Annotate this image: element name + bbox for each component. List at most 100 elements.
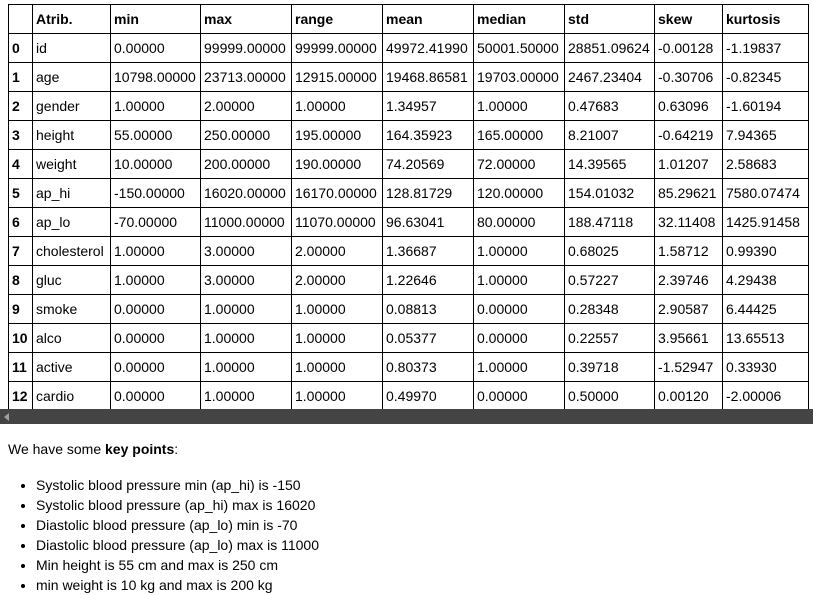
- cell-mean: 0.08813: [382, 294, 474, 324]
- cell-min: -150.00000: [110, 178, 201, 208]
- cell-std: 0.57227: [564, 265, 655, 295]
- cell-mean: 1.22646: [382, 265, 474, 295]
- cell-mean: 164.35923: [382, 120, 474, 150]
- column-header-mean: mean: [382, 4, 474, 34]
- cell-median: 120.00000: [473, 178, 565, 208]
- column-header-max: max: [200, 4, 292, 34]
- cell-min: 0.00000: [110, 352, 201, 382]
- cell-attribute: smoke: [32, 294, 111, 324]
- column-header-kurtosis: kurtosis: [722, 4, 809, 34]
- cell-median: 80.00000: [473, 207, 565, 237]
- cell-skew: 2.90587: [654, 294, 723, 324]
- cell-attribute: cholesterol: [32, 236, 111, 266]
- row-index: 11: [8, 352, 33, 382]
- cell-std: 0.47683: [564, 91, 655, 121]
- list-item: Diastolic blood pressure (ap_lo) min is …: [36, 515, 808, 535]
- cell-max: 3.00000: [200, 265, 292, 295]
- cell-median: 0.00000: [473, 381, 565, 411]
- horizontal-scrollbar[interactable]: [0, 409, 813, 424]
- cell-kurtosis: 13.65513: [722, 323, 809, 353]
- cell-std: 0.28348: [564, 294, 655, 324]
- cell-median: 165.00000: [473, 120, 565, 150]
- cell-min: -70.00000: [110, 207, 201, 237]
- cell-mean: 0.05377: [382, 323, 474, 353]
- cell-mean: 128.81729: [382, 178, 474, 208]
- cell-max: 11000.00000: [200, 207, 292, 237]
- cell-std: 2467.23404: [564, 62, 655, 92]
- cell-range: 1.00000: [291, 91, 383, 121]
- row-index: 1: [8, 62, 33, 92]
- cell-range: 1.00000: [291, 381, 383, 411]
- cell-range: 1.00000: [291, 294, 383, 324]
- cell-range: 190.00000: [291, 149, 383, 179]
- cell-kurtosis: 7.94365: [722, 120, 809, 150]
- cell-kurtosis: 6.44425: [722, 294, 809, 324]
- cell-skew: -0.00128: [654, 33, 723, 63]
- cell-std: 154.01032: [564, 178, 655, 208]
- table-row: 6 ap_lo -70.00000 11000.00000 11070.00000 96.…: [8, 207, 809, 237]
- table-row: 3 height 55.00000 250.00000 195.00000 164.359…: [8, 120, 809, 150]
- cell-kurtosis: 7580.07474: [722, 178, 809, 208]
- cell-attribute: age: [32, 62, 111, 92]
- table-row: 5 ap_hi -150.00000 16020.00000 16170.00000 12…: [8, 178, 809, 208]
- cell-attribute: ap_lo: [32, 207, 111, 237]
- cell-min: 1.00000: [110, 91, 201, 121]
- cell-mean: 0.49970: [382, 381, 474, 411]
- table-row: 9 smoke 0.00000 1.00000 1.00000 0.08813 0.0000…: [8, 294, 809, 324]
- cell-max: 1.00000: [200, 381, 292, 411]
- cell-kurtosis: -1.19837: [722, 33, 809, 63]
- list-item: Diastolic blood pressure (ap_lo) max is …: [36, 535, 808, 555]
- table-row: 7 cholesterol 1.00000 3.00000 2.00000 1.36687…: [8, 236, 809, 266]
- cell-max: 99999.00000: [200, 33, 292, 63]
- cell-median: 1.00000: [473, 352, 565, 382]
- list-item: min weight is 10 kg and max is 200 kg: [36, 575, 808, 595]
- cell-median: 1.00000: [473, 91, 565, 121]
- cell-std: 14.39565: [564, 149, 655, 179]
- cell-range: 1.00000: [291, 323, 383, 353]
- dataframe-output: Atrib. min max range mean median std ske…: [8, 4, 813, 411]
- cell-max: 16020.00000: [200, 178, 292, 208]
- cell-min: 1.00000: [110, 265, 201, 295]
- cell-mean: 0.80373: [382, 352, 474, 382]
- cell-std: 0.68025: [564, 236, 655, 266]
- cell-min: 0.00000: [110, 33, 201, 63]
- table-row: 10 alco 0.00000 1.00000 1.00000 0.05377 0.0000…: [8, 323, 809, 353]
- cell-skew: 32.11408: [654, 207, 723, 237]
- cell-attribute: gender: [32, 91, 111, 121]
- table-row: 4 weight 10.00000 200.00000 190.00000 74.2056…: [8, 149, 809, 179]
- column-header-skew: skew: [654, 4, 723, 34]
- row-index: 5: [8, 178, 33, 208]
- cell-range: 11070.00000: [291, 207, 383, 237]
- markdown-notes: We have some key points: Systolic blood …: [8, 440, 808, 595]
- table-header-row: Atrib. min max range mean median std ske…: [8, 4, 809, 34]
- triangle-left-icon[interactable]: [4, 413, 9, 421]
- cell-median: 0.00000: [473, 294, 565, 324]
- cell-range: 2.00000: [291, 236, 383, 266]
- column-header-min: min: [110, 4, 201, 34]
- table-row: 8 gluc 1.00000 3.00000 2.00000 1.22646 1.00000…: [8, 265, 809, 295]
- column-header-range: range: [291, 4, 383, 34]
- cell-kurtosis: 2.58683: [722, 149, 809, 179]
- cell-mean: 1.34957: [382, 91, 474, 121]
- column-header-std: std: [564, 4, 655, 34]
- cell-median: 0.00000: [473, 323, 565, 353]
- cell-median: 72.00000: [473, 149, 565, 179]
- intro-colon: :: [174, 441, 179, 457]
- cell-attribute: ap_hi: [32, 178, 111, 208]
- key-points-list: Systolic blood pressure min (ap_hi) is -…: [8, 475, 808, 595]
- cell-kurtosis: -2.00006: [722, 381, 809, 411]
- table-row: 2 gender 1.00000 2.00000 1.00000 1.34957 1.000…: [8, 91, 809, 121]
- list-item: Systolic blood pressure (ap_hi) max is 1…: [36, 495, 808, 515]
- cell-max: 200.00000: [200, 149, 292, 179]
- cell-mean: 74.20569: [382, 149, 474, 179]
- cell-range: 16170.00000: [291, 178, 383, 208]
- cell-skew: 1.58712: [654, 236, 723, 266]
- cell-min: 10798.00000: [110, 62, 201, 92]
- cell-mean: 19468.86581: [382, 62, 474, 92]
- cell-mean: 1.36687: [382, 236, 474, 266]
- cell-std: 0.22557: [564, 323, 655, 353]
- cell-std: 0.39718: [564, 352, 655, 382]
- row-index: 6: [8, 207, 33, 237]
- row-index: 7: [8, 236, 33, 266]
- cell-std: 0.50000: [564, 381, 655, 411]
